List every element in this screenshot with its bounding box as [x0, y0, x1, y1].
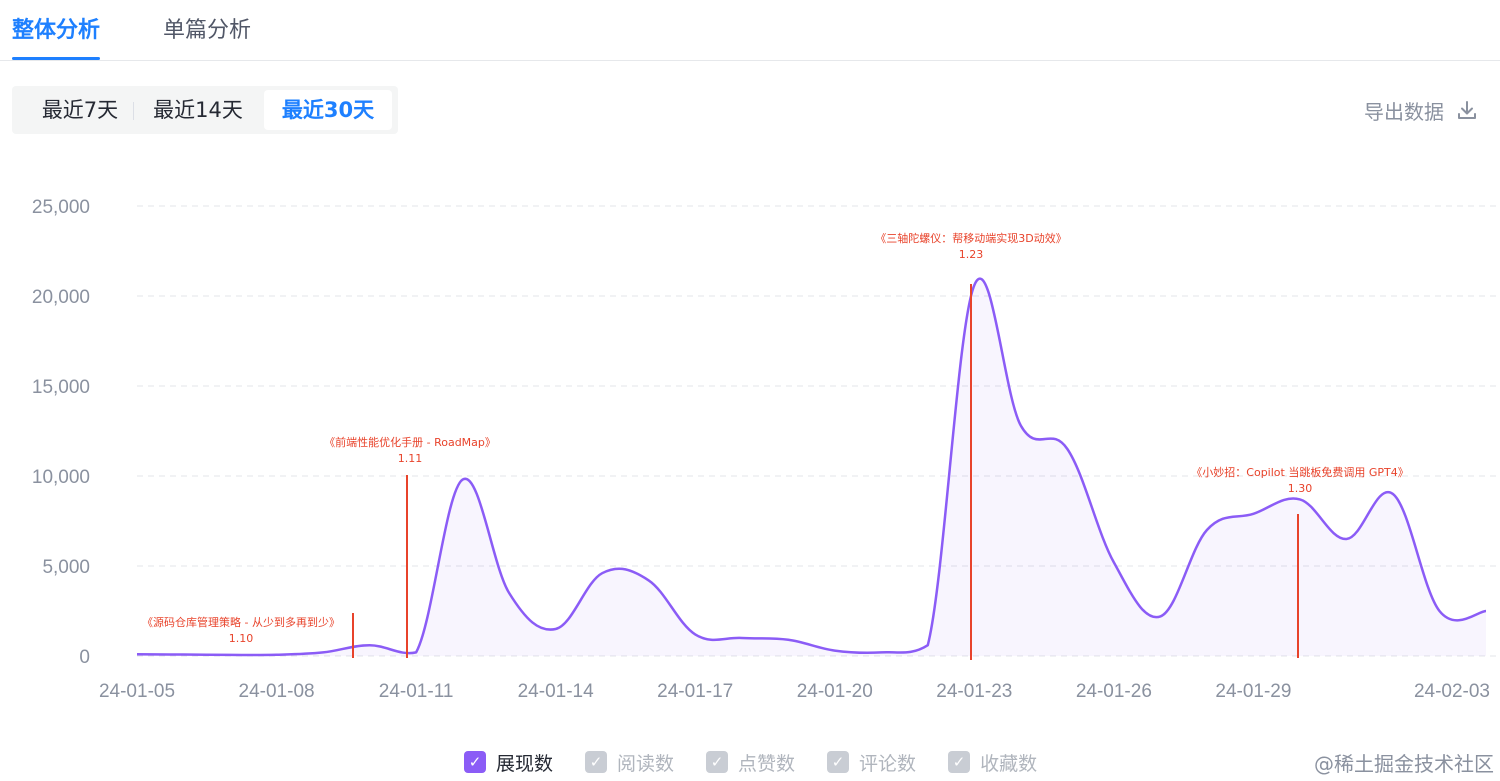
y-tick-label: 0: [79, 647, 90, 668]
legend-item-favorites[interactable]: ✓ 收藏数: [948, 749, 1037, 776]
range-7-days[interactable]: 最近7天: [41, 98, 119, 122]
checkbox-checked-icon: ✓: [464, 751, 486, 773]
annotation-title: 《小妙招：Copilot 当跳板免费调用 GPT4》: [1191, 465, 1408, 479]
date-range-selector: 最近7天 最近14天 最近30天: [12, 86, 398, 134]
y-tick-label: 20,000: [32, 287, 90, 308]
y-tick-label: 25,000: [32, 197, 90, 218]
annotation-date: 1.10: [229, 632, 254, 645]
x-tick-label: 24-01-20: [797, 681, 873, 702]
legend-item-reads[interactable]: ✓ 阅读数: [585, 749, 674, 776]
legend-item-likes[interactable]: ✓ 点赞数: [706, 749, 795, 776]
analysis-tabs: 整体分析 单篇分析: [0, 0, 1500, 61]
legend-label-likes: 点赞数: [738, 752, 796, 775]
x-tick-label: 24-01-05: [99, 681, 175, 702]
x-tick-label: 24-01-11: [379, 681, 454, 702]
legend-label-impressions: 展现数: [496, 752, 554, 775]
legend-label-favorites: 收藏数: [980, 752, 1038, 775]
checkbox-unchecked-icon: ✓: [585, 751, 608, 773]
series-area: [137, 278, 1486, 656]
checkbox-unchecked-icon: ✓: [706, 751, 729, 773]
checkbox-unchecked-icon: ✓: [948, 751, 971, 773]
annotation-title: 《源码仓库管理策略 - 从少到多再到少》: [142, 615, 340, 629]
x-tick-label: 24-01-23: [936, 681, 1012, 702]
legend-item-impressions[interactable]: ✓ 展现数: [464, 749, 553, 776]
export-data-button[interactable]: 导出数据: [1364, 94, 1478, 126]
x-tick-label: 24-01-29: [1215, 681, 1291, 702]
annotation-title: 《前端性能优化手册 - RoadMap》: [324, 435, 496, 449]
annotation-date: 1.30: [1288, 482, 1313, 495]
annotation-title: 《三轴陀螺仪：帮移动端实现3D动效》: [875, 231, 1066, 245]
legend-label-reads: 阅读数: [617, 752, 675, 775]
x-tick-label: 24-01-26: [1076, 681, 1152, 702]
range-14-days[interactable]: 最近14天: [153, 98, 243, 122]
y-tick-label: 5,000: [42, 557, 90, 578]
annotation-date: 1.11: [398, 452, 423, 465]
watermark: @稀土掘金技术社区: [1314, 752, 1494, 776]
impressions-chart: 25,000 20,000 15,000 10,000 5,000 0 24-01-05 24…: [32, 197, 1500, 702]
x-tick-label: 24-02-03: [1414, 681, 1490, 702]
tab-overall-analysis[interactable]: 整体分析: [12, 18, 101, 43]
x-tick-label: 24-01-14: [518, 681, 594, 702]
active-tab-indicator: [12, 57, 100, 60]
y-tick-label: 15,000: [32, 377, 90, 398]
range-divider: [133, 102, 134, 120]
chart-legend: ✓ 展现数 ✓ 阅读数 ✓ 点赞数 ✓ 评论数 ✓ 收藏数: [464, 746, 1037, 778]
legend-item-comments[interactable]: ✓ 评论数: [827, 749, 916, 776]
download-icon: [1458, 101, 1476, 119]
tab-single-article-analysis[interactable]: 单篇分析: [163, 18, 252, 43]
annotation-date: 1.23: [959, 248, 984, 261]
y-tick-label: 10,000: [32, 467, 90, 488]
legend-label-comments: 评论数: [859, 752, 917, 775]
checkbox-unchecked-icon: ✓: [827, 751, 850, 773]
x-tick-label: 24-01-17: [657, 681, 733, 702]
x-tick-label: 24-01-08: [239, 681, 315, 702]
export-data-label: 导出数据: [1364, 99, 1444, 124]
range-30-days[interactable]: 最近30天: [264, 90, 392, 130]
